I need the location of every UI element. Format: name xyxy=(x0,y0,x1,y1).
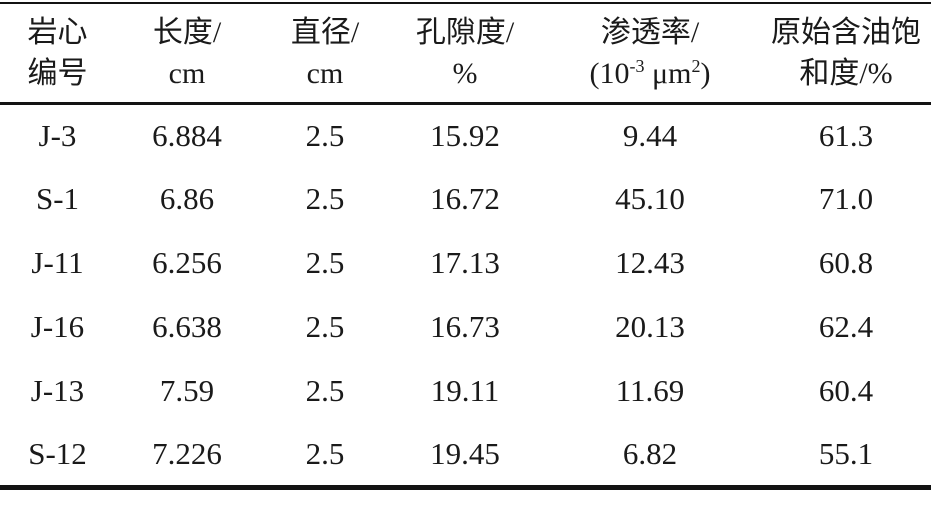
cell-length: 6.86 xyxy=(159,181,215,216)
unit-text-part: μm xyxy=(644,56,692,90)
cell-permeability: 9.44 xyxy=(622,117,678,153)
unit-text-part: (10 xyxy=(589,56,630,90)
header-line2-permeability-unit: (10-3 μm2) xyxy=(539,53,761,94)
header-row: 岩心 编号 长度/ cm 直径/ cm 孔隙度/ % 渗透率/ (10-3 xyxy=(0,3,931,105)
cell-oil-saturation: 61.3 xyxy=(818,117,874,153)
core-properties-table: 岩心 编号 长度/ cm 直径/ cm 孔隙度/ % 渗透率/ (10-3 xyxy=(0,2,931,490)
cell-oil-saturation: 60.4 xyxy=(818,373,874,408)
header-line1: 孔隙度/ xyxy=(415,15,515,49)
column-header-diameter: 直径/ cm xyxy=(259,3,391,105)
column-header-permeability: 渗透率/ (10-3 μm2) xyxy=(539,3,761,105)
column-header-porosity: 孔隙度/ % xyxy=(391,3,539,105)
table-row: J-11 6.256 2.5 17.13 12.43 60.8 xyxy=(0,231,931,295)
cell-permeability: 11.69 xyxy=(615,373,685,408)
cell-oil-saturation: 71.0 xyxy=(818,181,874,216)
header-line2: % xyxy=(452,56,478,90)
table-row: S-12 7.226 2.5 19.45 6.82 55.1 xyxy=(0,423,931,487)
cell-oil-saturation: 55.1 xyxy=(818,435,874,471)
header-line1: 原始含油饱 xyxy=(771,15,921,49)
cell-core-id: J-16 xyxy=(30,309,85,344)
header-line1: 长度/ xyxy=(152,15,222,49)
cell-diameter: 2.5 xyxy=(305,117,345,153)
cell-core-id: J-13 xyxy=(30,373,85,408)
cell-permeability: 12.43 xyxy=(615,245,685,280)
table-row: S-1 6.86 2.5 16.72 45.10 71.0 xyxy=(0,167,931,231)
unit-text-part: ) xyxy=(700,56,711,90)
cell-core-id: J-11 xyxy=(31,245,84,280)
cell-porosity: 19.11 xyxy=(430,373,500,408)
cell-diameter: 2.5 xyxy=(305,245,345,280)
column-header-core-id: 岩心 编号 xyxy=(0,3,115,105)
header-line1: 岩心 xyxy=(27,15,88,49)
table-row: J-3 6.884 2.5 15.92 9.44 61.3 xyxy=(0,103,931,167)
cell-length: 7.226 xyxy=(152,435,222,471)
table-header: 岩心 编号 长度/ cm 直径/ cm 孔隙度/ % 渗透率/ (10-3 xyxy=(0,3,931,105)
cell-length: 6.884 xyxy=(152,117,222,153)
cell-permeability: 6.82 xyxy=(622,435,678,471)
table-row: J-13 7.59 2.5 19.11 11.69 60.4 xyxy=(0,359,931,423)
cell-oil-saturation: 60.8 xyxy=(818,245,874,280)
cell-core-id: S-12 xyxy=(28,435,87,471)
cell-porosity: 17.13 xyxy=(430,245,500,280)
cell-porosity: 16.73 xyxy=(430,309,500,344)
header-line2: cm xyxy=(306,56,344,90)
cell-porosity: 16.72 xyxy=(430,181,500,216)
header-line2: 编号 xyxy=(27,56,88,90)
header-line1: 直径/ xyxy=(290,15,360,49)
cell-porosity: 15.92 xyxy=(430,117,500,153)
cell-core-id: S-1 xyxy=(35,181,80,216)
superscript-exponent: -3 xyxy=(629,55,645,76)
cell-diameter: 2.5 xyxy=(305,309,345,344)
superscript-exponent: 2 xyxy=(691,55,701,76)
cell-permeability: 20.13 xyxy=(615,309,685,344)
header-line1: 渗透率/ xyxy=(600,15,700,49)
cell-length: 7.59 xyxy=(159,373,215,408)
table-body: J-3 6.884 2.5 15.92 9.44 61.3 S-1 6.86 2… xyxy=(0,103,931,487)
cell-diameter: 2.5 xyxy=(305,373,345,408)
header-line2: cm xyxy=(168,56,206,90)
column-header-oil-saturation: 原始含油饱 和度/% xyxy=(761,3,931,105)
cell-oil-saturation: 62.4 xyxy=(818,309,874,344)
table-row: J-16 6.638 2.5 16.73 20.13 62.4 xyxy=(0,295,931,359)
cell-porosity: 19.45 xyxy=(430,435,500,471)
cell-length: 6.638 xyxy=(152,309,222,344)
cell-diameter: 2.5 xyxy=(305,181,345,216)
cell-permeability: 45.10 xyxy=(615,181,685,216)
column-header-length: 长度/ cm xyxy=(115,3,259,105)
header-line2: 和度/% xyxy=(799,56,893,90)
cell-core-id: J-3 xyxy=(38,117,77,153)
cell-length: 6.256 xyxy=(152,245,222,280)
cell-diameter: 2.5 xyxy=(305,435,345,471)
